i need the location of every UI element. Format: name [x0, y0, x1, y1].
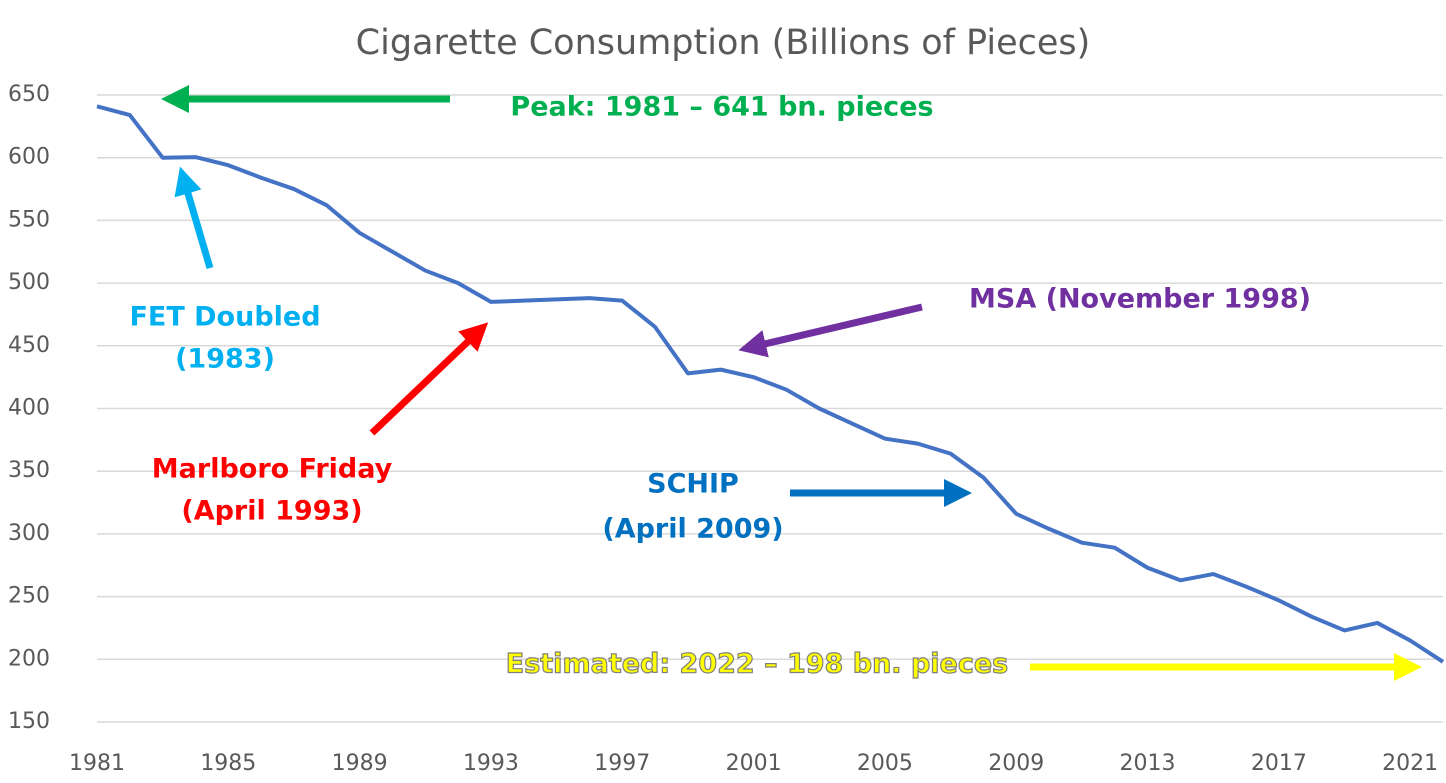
y-tick-label: 250	[8, 584, 50, 609]
y-tick-label: 500	[8, 270, 50, 295]
arrow	[369, 322, 489, 436]
y-tick-label: 550	[8, 207, 50, 232]
y-tick-label: 400	[8, 396, 50, 421]
x-tick-label: 1981	[69, 751, 125, 776]
chart-title: Cigarette Consumption (Billions of Piece…	[356, 23, 1091, 63]
x-tick-label: 2005	[857, 751, 913, 776]
x-tick-label: 2009	[988, 751, 1044, 776]
arrow	[738, 303, 923, 358]
annotation: Marlboro Friday	[152, 454, 393, 485]
annotation: SCHIP	[647, 469, 739, 500]
y-tick-label: 300	[8, 521, 50, 546]
annotation-arrows	[161, 85, 1422, 681]
x-tick-label: 1985	[200, 751, 256, 776]
annotation: MSA (November 1998)	[969, 284, 1311, 315]
y-tick-label: 200	[8, 646, 50, 671]
arrow	[174, 166, 214, 269]
annotation: Estimated: 2022 – 198 bn. pieces	[506, 649, 1008, 680]
annotation: FET Doubled	[129, 302, 320, 333]
y-tick-label: 350	[8, 458, 50, 483]
y-tick-label: 650	[8, 82, 50, 107]
data-line	[96, 104, 1445, 664]
x-tick-label: 2017	[1251, 751, 1307, 776]
annotations: Peak: 1981 – 641 bn. pieces FET Doubled …	[129, 92, 1311, 681]
x-tick-label: 1993	[463, 751, 519, 776]
annotation: (April 1993)	[181, 496, 362, 527]
x-tick-label: 1989	[332, 751, 388, 776]
y-tick-label: 150	[8, 709, 50, 734]
annotation: Peak: 1981 – 641 bn. pieces	[510, 92, 933, 123]
annotation: (1983)	[175, 344, 275, 375]
y-tick-label: 600	[8, 145, 50, 170]
y-tick-label: 450	[8, 333, 50, 358]
annotation: (April 2009)	[602, 514, 783, 545]
x-tick-label: 2001	[726, 751, 782, 776]
x-tick-label: 1997	[594, 751, 650, 776]
x-tick-label: 2021	[1382, 751, 1438, 776]
x-tick-label: 2013	[1120, 751, 1176, 776]
